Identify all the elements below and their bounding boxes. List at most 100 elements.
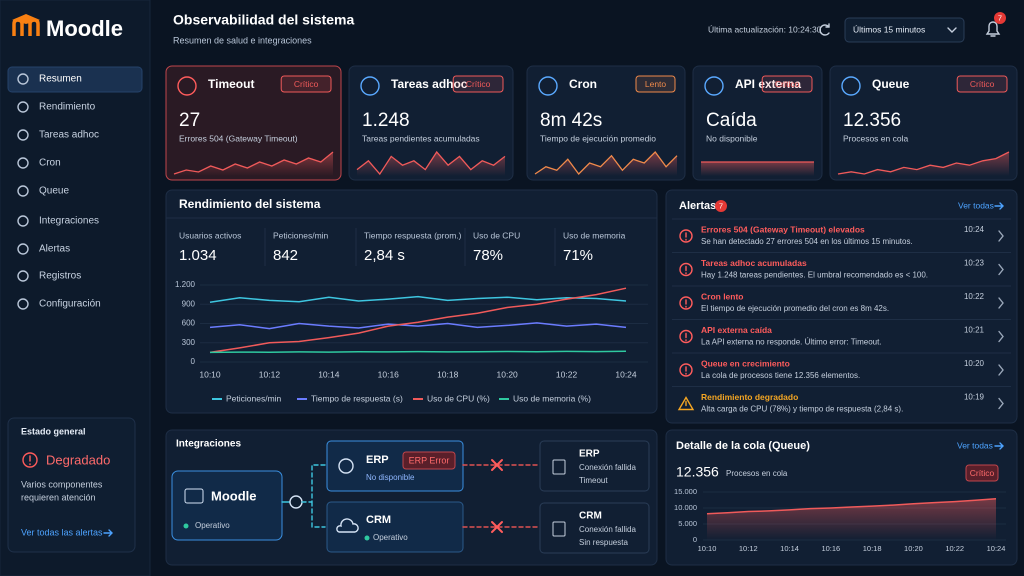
alert-icon	[679, 363, 693, 377]
node-badge	[402, 451, 456, 470]
chevron-icon	[947, 27, 957, 33]
card-value: 12.356	[843, 110, 901, 131]
metric-label: Usuarios activos	[179, 230, 241, 240]
queue-value: 12.356	[676, 464, 719, 480]
nav-icon	[17, 101, 29, 113]
series-line	[209, 322, 627, 330]
alert-time: 10:24	[964, 225, 985, 234]
node-status: Operativo	[195, 521, 230, 530]
metric-label: Tiempo respuesta (prom.)	[364, 230, 462, 240]
node-status: Operativo	[373, 533, 408, 542]
chevron-icon[interactable]	[998, 297, 1004, 309]
logo-hat	[12, 14, 40, 24]
alert-time: 10:20	[964, 359, 985, 368]
badge-text: Lento	[645, 79, 667, 89]
nav-item[interactable]: Registros	[39, 271, 81, 282]
metric-value: 1.034	[179, 247, 217, 264]
panel-title: Integraciones	[176, 439, 241, 450]
card-icon	[841, 76, 861, 96]
card-icon	[360, 76, 380, 96]
badge-text: Crítico	[970, 468, 995, 478]
x-tick-label: 10:18	[863, 544, 882, 553]
node-name: CRM	[366, 514, 391, 526]
chevron-icon[interactable]	[998, 397, 1004, 410]
y-tick-label: 900	[182, 299, 196, 308]
node-crm	[326, 501, 464, 553]
card-badge	[956, 75, 1008, 93]
sparkline-area	[357, 152, 505, 176]
metric-card	[829, 65, 1018, 181]
bell-icon[interactable]	[985, 21, 1001, 37]
panel-title: Rendimiento del sistema	[179, 197, 321, 211]
status-icon	[22, 452, 38, 468]
area	[707, 498, 996, 540]
y-tick-label: 10.000	[674, 503, 697, 512]
server-icon	[184, 488, 204, 504]
node-moodle	[171, 470, 283, 541]
metric-label: Peticiones/min	[273, 230, 329, 240]
chevron-icon[interactable]	[998, 330, 1004, 343]
external-icon	[552, 521, 566, 537]
alert-title: Cron lento	[701, 291, 744, 301]
metric-label: Uso de memoria	[563, 230, 626, 240]
y-tick-label: 600	[182, 319, 196, 328]
legend-label: Uso de CPU (%)	[427, 393, 490, 403]
nav-icon	[17, 129, 29, 141]
page-subtitle: Resumen de salud e integraciones	[173, 35, 312, 45]
area-line	[706, 497, 997, 515]
y-tick-label: 1.200	[175, 280, 196, 289]
nav-item[interactable]: Cron	[39, 158, 61, 169]
alert-icon	[679, 329, 693, 344]
chevron-icon[interactable]	[998, 263, 1004, 276]
db-icon	[338, 458, 354, 474]
metric-value: 78%	[473, 247, 503, 264]
arrow-icon	[103, 529, 113, 537]
nav-item[interactable]: Tareas adhoc	[39, 130, 99, 141]
x-tick-label: 10:22	[945, 544, 964, 553]
nav-item[interactable]: Queue	[39, 186, 69, 197]
chevron-icon[interactable]	[998, 364, 1004, 376]
card-badge	[280, 75, 332, 93]
alert-title: Rendimiento degradado	[701, 392, 798, 402]
nav-item[interactable]: Alertas	[39, 244, 70, 255]
node-status: Conexión fallida	[579, 463, 636, 472]
alert-text: Alta carga de CPU (78%) y tiempo de resp…	[701, 405, 903, 414]
performance-panel	[165, 189, 658, 414]
nav-item[interactable]: Rendimiento	[39, 102, 96, 113]
legend-label: Tiempo de respuesta (s)	[311, 393, 403, 403]
alert-text: La cola de procesos tiene 12.356 element…	[701, 371, 860, 380]
status-link[interactable]: Ver todas las alertas	[21, 527, 103, 537]
node-status: Conexión fallida	[579, 525, 636, 534]
y-tick-label: 0	[693, 535, 697, 544]
card-icon	[704, 76, 724, 96]
node-name: ERP	[366, 454, 389, 466]
x-tick-label: 10:16	[378, 369, 400, 379]
chevron-icon[interactable]	[998, 230, 1004, 242]
alert-count: 7	[719, 201, 723, 210]
badge-text: Crítico	[775, 79, 800, 89]
badge-text: Crítico	[294, 79, 319, 89]
card-title: Queue	[872, 77, 910, 91]
alerts-link[interactable]: Ver todas	[958, 200, 994, 210]
node-name: Moodle	[211, 488, 257, 503]
nav-item[interactable]: Integraciones	[39, 216, 99, 227]
nav-item[interactable]: Resumen	[39, 74, 82, 85]
x-tick-label: 10:24	[987, 544, 1006, 553]
x-tick-label: 10:10	[698, 544, 717, 553]
status-text: requieren atención	[21, 492, 96, 502]
brand: Moodle	[46, 16, 123, 41]
panel-title: Detalle de la cola (Queue)	[676, 440, 810, 452]
x-tick-label: 10:24	[615, 369, 637, 379]
card-title: API externa	[735, 77, 801, 91]
card-value: Caída	[706, 110, 757, 131]
metric-value: 71%	[563, 247, 593, 264]
range-select[interactable]	[844, 17, 965, 43]
card-title: Cron	[569, 77, 597, 91]
error-mark	[491, 521, 503, 533]
status-dot	[364, 535, 370, 541]
nav-item[interactable]: Configuración	[39, 299, 101, 310]
card-title: Tareas adhoc	[391, 77, 468, 91]
queue-link[interactable]: Ver todas	[957, 440, 993, 450]
card-desc: No disponible	[706, 133, 758, 143]
node-status: No disponible	[366, 473, 415, 482]
